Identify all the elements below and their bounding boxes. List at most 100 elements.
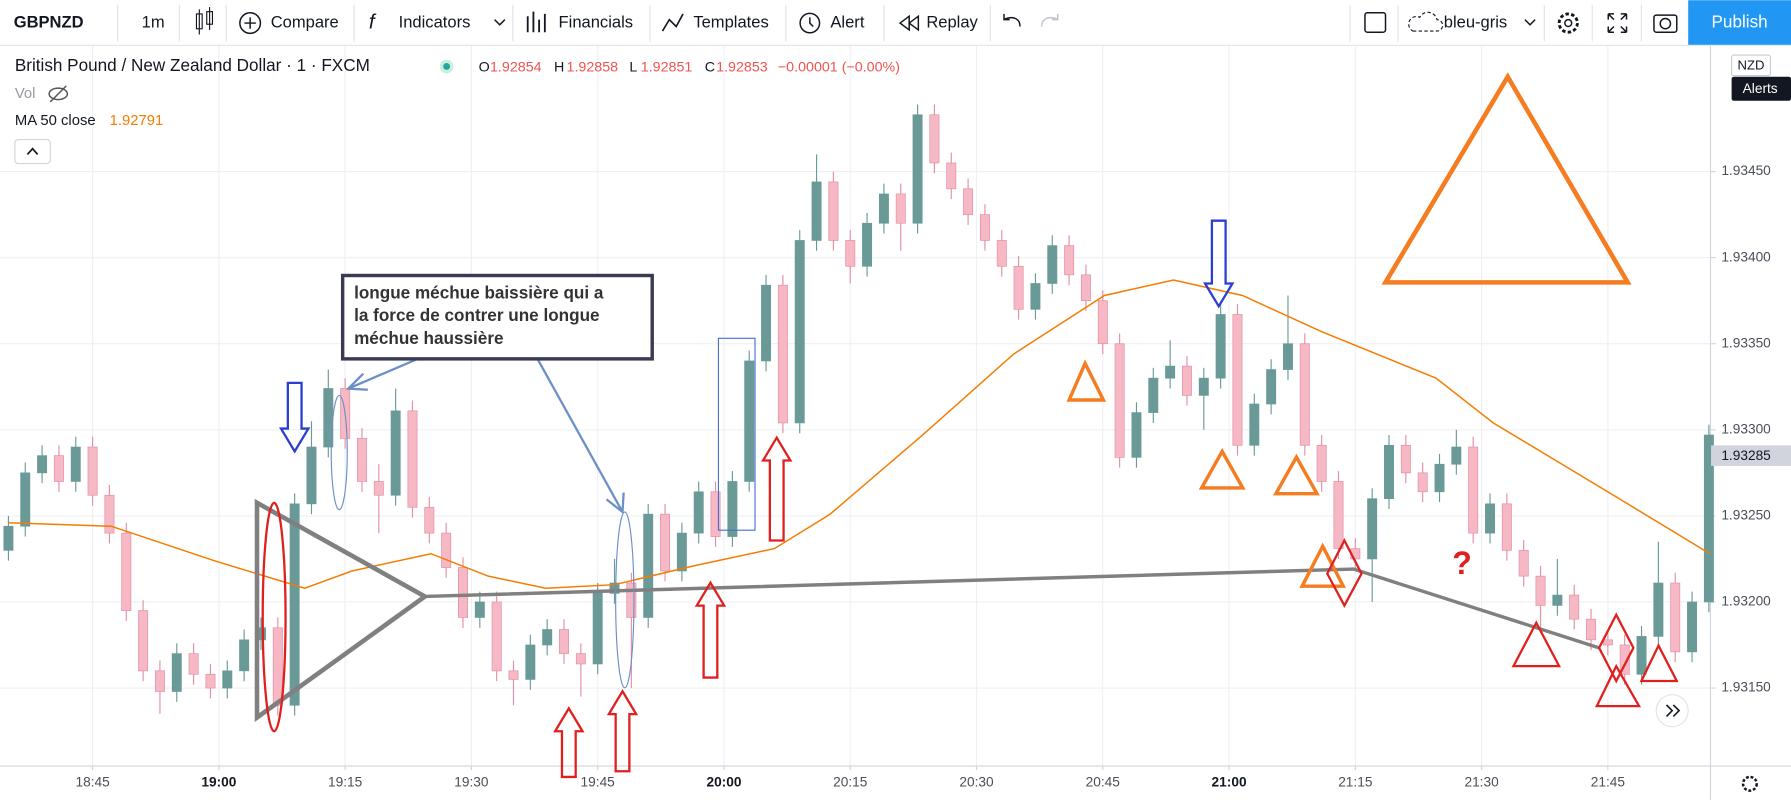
candle-body: [1131, 412, 1142, 458]
y-tick-label: 1.93150: [1721, 680, 1771, 695]
red-triangle: [1511, 620, 1562, 668]
indicators[interactable]: Indicators: [399, 12, 471, 31]
replay-icon[interactable]: [898, 14, 920, 32]
orange-triangle: [1299, 542, 1347, 588]
candle-body: [1148, 377, 1159, 413]
financials[interactable]: Financials: [559, 12, 633, 31]
alert[interactable]: Alert: [830, 12, 864, 31]
x-tick-label: 19:30: [454, 774, 489, 789]
axis-settings-icon[interactable]: [1741, 775, 1758, 792]
candle-body: [996, 240, 1007, 267]
candle-body: [1299, 343, 1310, 446]
candle-body: [3, 525, 14, 551]
compare-icon: [244, 17, 256, 29]
candle-body: [929, 114, 940, 164]
x-tick-label: 19:45: [581, 774, 616, 789]
candle-body: [609, 582, 620, 594]
compare[interactable]: Compare: [271, 12, 339, 31]
candle-body: [744, 360, 755, 482]
candle-body: [20, 472, 31, 527]
layout-icon[interactable]: [1364, 12, 1387, 33]
candle-body: [1619, 644, 1630, 675]
replay[interactable]: Replay: [926, 12, 978, 31]
ohlc-value: 1.92854: [490, 59, 542, 75]
candle-body: [761, 284, 772, 362]
candle-body: [710, 491, 721, 537]
compare-icon[interactable]: [239, 12, 262, 35]
indicators-icon[interactable]: f: [369, 10, 377, 33]
candle-body: [1114, 343, 1125, 458]
x-tick-label: 21:30: [1464, 774, 1499, 789]
snapshot-icon[interactable]: [1653, 14, 1678, 33]
candle-body: [188, 653, 199, 675]
arrow: [606, 689, 639, 773]
candle-body: [1181, 365, 1192, 396]
candle-body: [1080, 274, 1091, 302]
arrow: [694, 580, 727, 679]
candle-body: [474, 601, 485, 618]
cloud-icon[interactable]: [1408, 11, 1444, 32]
hidden-icon[interactable]: [48, 85, 69, 103]
candle-body: [1384, 444, 1394, 500]
candle-body: [289, 503, 300, 706]
candle-body: [592, 593, 603, 665]
leader-line: [347, 356, 421, 390]
settings-icon[interactable]: [1557, 12, 1579, 34]
candle-body: [222, 670, 233, 689]
toolbar: GBPNZD 1m Compare f Indicators Financial…: [0, 0, 1791, 46]
legend: British Pound / New Zealand Dollar · 1 ·…: [14, 55, 900, 165]
y-tick-label: 1.93200: [1721, 594, 1771, 609]
candle-body: [643, 513, 654, 618]
x-tick-label: 20:45: [1086, 774, 1121, 789]
alerts-button[interactable]: [1731, 76, 1791, 101]
candle-body: [777, 284, 788, 424]
candle-body: [1215, 314, 1226, 379]
x-tick-label: 21:15: [1338, 774, 1373, 789]
last-price-tag: [1711, 445, 1791, 466]
candle-body: [239, 639, 250, 672]
candle-body: [1518, 549, 1529, 577]
templates[interactable]: Templates: [693, 12, 768, 31]
collapse-button[interactable]: [14, 139, 51, 165]
toolbar-separators: [117, 4, 1642, 42]
ohlc-label: L: [629, 59, 637, 75]
alert-icon[interactable]: [799, 12, 821, 34]
undo-icon[interactable]: [1003, 13, 1021, 27]
candle-body: [1653, 582, 1664, 637]
red-triangle: [1639, 643, 1679, 683]
layout-name[interactable]: bleu-gris: [1444, 12, 1507, 31]
symbol[interactable]: GBPNZD: [14, 12, 84, 31]
publish-button[interactable]: [1688, 0, 1791, 45]
ma-label: MA 50 close: [15, 113, 96, 129]
alerts[interactable]: Alerts: [1743, 81, 1778, 96]
x-tick-label: 20:15: [833, 774, 868, 789]
legend-title: British Pound / New Zealand Dollar · 1 ·…: [15, 55, 370, 75]
candle-body: [390, 410, 401, 496]
red-diamond: [1325, 538, 1363, 609]
currency[interactable]: NZD: [1738, 57, 1765, 72]
candle-body: [1047, 245, 1058, 284]
candle-body: [693, 491, 704, 534]
candle-body: [407, 410, 418, 508]
candle-body: [862, 222, 873, 267]
interval[interactable]: 1m: [142, 12, 165, 31]
candle-body: [1400, 444, 1411, 474]
financials-icon[interactable]: [526, 11, 546, 33]
dropdown-icon[interactable]: [494, 19, 506, 26]
fullscreen-icon[interactable]: [1607, 13, 1628, 33]
status-dot: [443, 63, 451, 70]
templates-icon[interactable]: [661, 13, 684, 32]
candle-body: [660, 513, 671, 572]
candle-body: [1602, 639, 1613, 646]
candle-body: [1586, 618, 1597, 641]
publish[interactable]: Publish: [1712, 12, 1768, 32]
dropdown-icon[interactable]: [1524, 19, 1536, 26]
currency-box[interactable]: [1731, 54, 1772, 77]
candle-icon[interactable]: [195, 7, 214, 35]
candle-body: [1687, 601, 1698, 653]
candle-body: [845, 240, 856, 267]
candle-body: [727, 481, 738, 537]
candle-body: [878, 193, 889, 224]
candle-body: [138, 610, 149, 672]
